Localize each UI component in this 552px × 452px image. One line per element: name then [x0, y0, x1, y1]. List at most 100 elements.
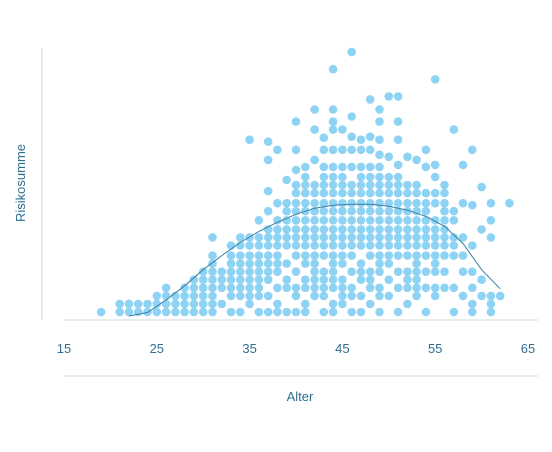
- scatter-point: [468, 283, 477, 293]
- scatter-point: [403, 216, 412, 225]
- scatter-point: [375, 241, 384, 250]
- scatter-point: [171, 291, 180, 301]
- scatter-point: [263, 291, 273, 301]
- scatter-point: [319, 267, 329, 277]
- scatter-point: [291, 241, 301, 250]
- scatter-point: [375, 267, 384, 277]
- scatter-point: [328, 125, 338, 134]
- scatter-point: [282, 307, 292, 317]
- scatter-point: [375, 233, 384, 242]
- scatter-point: [393, 160, 403, 170]
- scatter-point: [180, 291, 189, 301]
- scatter-point: [356, 206, 366, 216]
- scatter-point: [236, 241, 245, 250]
- scatter-point: [347, 162, 357, 172]
- scatter-point: [495, 291, 505, 301]
- scatter-point: [236, 275, 245, 285]
- scatter-point: [198, 283, 208, 293]
- scatter-point: [338, 125, 347, 134]
- scatter-point: [338, 299, 347, 309]
- scatter-point: [328, 241, 338, 250]
- scatter-point: [328, 117, 338, 126]
- scatter-point: [393, 283, 403, 293]
- scatter-point: [384, 172, 394, 182]
- scatter-point: [319, 133, 329, 142]
- scatter-point: [449, 216, 459, 225]
- scatter-point: [245, 299, 254, 309]
- scatter-point: [347, 145, 357, 155]
- scatter-point: [328, 251, 338, 260]
- scatter-point: [430, 267, 440, 277]
- scatter-point: [189, 291, 199, 301]
- scatter-point: [384, 92, 394, 101]
- scatter-point: [301, 198, 310, 208]
- scatter-point: [161, 299, 171, 309]
- scatter-point: [236, 283, 245, 293]
- scatter-point: [421, 267, 431, 277]
- scatter-point: [384, 291, 394, 301]
- scatter-point: [236, 233, 245, 242]
- scatter-point: [375, 291, 384, 301]
- scatter-point: [301, 216, 310, 225]
- scatter-point: [282, 275, 292, 285]
- scatter-point: [291, 165, 301, 175]
- scatter-point: [273, 251, 282, 260]
- scatter-point: [152, 307, 162, 317]
- scatter-point: [403, 233, 412, 242]
- scatter-point: [282, 241, 292, 250]
- scatter-point: [198, 291, 208, 301]
- scatter-point: [356, 233, 366, 242]
- scatter-point: [254, 233, 264, 242]
- scatter-point: [254, 216, 264, 225]
- scatter-point: [226, 283, 236, 293]
- trend-line: [128, 203, 501, 317]
- scatter-point: [375, 225, 384, 234]
- scatter-point: [430, 283, 440, 293]
- scatter-point: [347, 47, 357, 57]
- scatter-point: [338, 259, 347, 268]
- scatter-point: [161, 291, 171, 301]
- scatter-point: [301, 283, 310, 293]
- scatter-point: [328, 307, 338, 317]
- scatter-point: [273, 225, 282, 234]
- scatter-point: [263, 155, 273, 165]
- scatter-point: [356, 145, 366, 155]
- scatter-point: [440, 225, 449, 234]
- scatter-point: [310, 105, 319, 114]
- scatter-point: [449, 251, 459, 260]
- scatter-point: [505, 198, 514, 208]
- scatter-point: [319, 145, 329, 155]
- scatter-point: [282, 283, 292, 293]
- scatter-point: [319, 216, 329, 225]
- scatter-point: [282, 175, 292, 185]
- scatter-point: [189, 299, 199, 309]
- scatter-point: [365, 275, 375, 285]
- scatter-point: [328, 259, 338, 268]
- scatter-point: [477, 275, 486, 285]
- scatter-point: [421, 198, 431, 208]
- scatter-point: [375, 105, 384, 114]
- scatter-point: [254, 307, 264, 317]
- scatter-point: [393, 117, 403, 126]
- scatter-point: [393, 267, 403, 277]
- scatter-point: [254, 251, 264, 260]
- scatter-point: [403, 299, 412, 309]
- scatter-point: [245, 275, 254, 285]
- scatter-point: [291, 267, 301, 277]
- scatter-point: [263, 206, 273, 216]
- scatter-point: [430, 225, 440, 234]
- scatter-point: [393, 241, 403, 250]
- scatter-point: [319, 241, 329, 250]
- scatter-point: [310, 216, 319, 225]
- scatter-point: [338, 162, 347, 172]
- scatter-point: [412, 283, 421, 293]
- scatter-point: [282, 233, 292, 242]
- scatter-point: [263, 225, 273, 234]
- scatter-point: [486, 307, 496, 317]
- scatter-point: [171, 299, 180, 309]
- scatter-point: [263, 267, 273, 277]
- scatter-point: [393, 233, 403, 242]
- scatter-point: [263, 186, 273, 196]
- scatter-point: [393, 180, 403, 190]
- x-tick-label: 15: [57, 341, 71, 356]
